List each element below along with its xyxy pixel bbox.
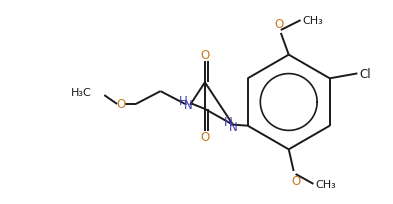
Text: O: O (200, 130, 209, 143)
Text: O: O (116, 98, 126, 111)
Text: H: H (224, 116, 232, 129)
Text: N: N (184, 99, 193, 112)
Text: Cl: Cl (359, 68, 371, 81)
Text: O: O (274, 18, 283, 31)
Text: H₃C: H₃C (71, 88, 92, 98)
Text: O: O (200, 49, 209, 62)
Text: N: N (229, 121, 237, 133)
Text: H: H (179, 94, 187, 107)
Text: CH₃: CH₃ (315, 179, 336, 189)
Text: O: O (291, 174, 300, 187)
Text: CH₃: CH₃ (303, 16, 323, 26)
